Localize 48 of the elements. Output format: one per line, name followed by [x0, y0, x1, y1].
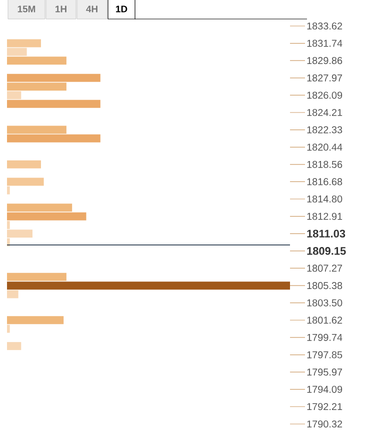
bar [7, 316, 64, 324]
bar [7, 282, 290, 290]
text: 15M [18, 6, 36, 12]
bar [7, 126, 66, 134]
bar [7, 212, 86, 220]
y-tick-label: 1807.27 [307, 264, 342, 272]
bar [7, 39, 41, 48]
bar [7, 178, 44, 186]
bar [7, 324, 10, 333]
y-tick-label: 1794.09 [307, 386, 342, 393]
bar [7, 91, 22, 100]
y-tick-label: 1822.33 [307, 126, 342, 134]
y-tick-label: 1827.97 [307, 74, 342, 82]
y-tick-label: 1809.15 [307, 247, 346, 255]
y-tick-label: 1824.21 [307, 108, 342, 116]
y-tick-label: 1797.85 [307, 351, 342, 358]
bar [7, 272, 66, 281]
y-tick-label: 1803.50 [307, 299, 342, 306]
bar [7, 186, 10, 194]
y-tick-label: 1792.21 [307, 403, 342, 410]
text: 1H [56, 6, 66, 12]
bar [7, 100, 100, 108]
bar [7, 74, 100, 82]
y-tick-label: 1826.09 [307, 92, 342, 99]
text: 1D [116, 6, 128, 12]
y-tick-label: 1814.80 [307, 195, 342, 203]
y-tick-label: 1831.74 [307, 40, 342, 47]
bar [7, 204, 72, 212]
bar [7, 56, 66, 65]
bar [7, 134, 100, 142]
y-tick-label: 1799.74 [307, 334, 342, 341]
y-tick-label: 1801.62 [307, 316, 342, 324]
y-tick-label: 1829.86 [307, 57, 342, 64]
y-tick-label: 1795.97 [307, 368, 342, 376]
bar [7, 48, 27, 56]
y-tick-label: 1790.32 [307, 420, 342, 428]
bar [7, 342, 22, 350]
bar [7, 82, 66, 91]
y-tick-label: 1818.56 [307, 160, 342, 168]
y-tick-label: 1820.44 [307, 144, 342, 151]
bar [7, 160, 41, 168]
y-tick-label: 1805.38 [307, 282, 342, 290]
y-tick-label: 1816.68 [307, 178, 342, 186]
y-tick-label: 1833.62 [307, 22, 342, 30]
y-tick-label: 1811.03 [307, 230, 346, 238]
bar [7, 290, 18, 298]
text: 4H [86, 6, 98, 12]
y-tick-label: 1812.91 [307, 212, 342, 220]
